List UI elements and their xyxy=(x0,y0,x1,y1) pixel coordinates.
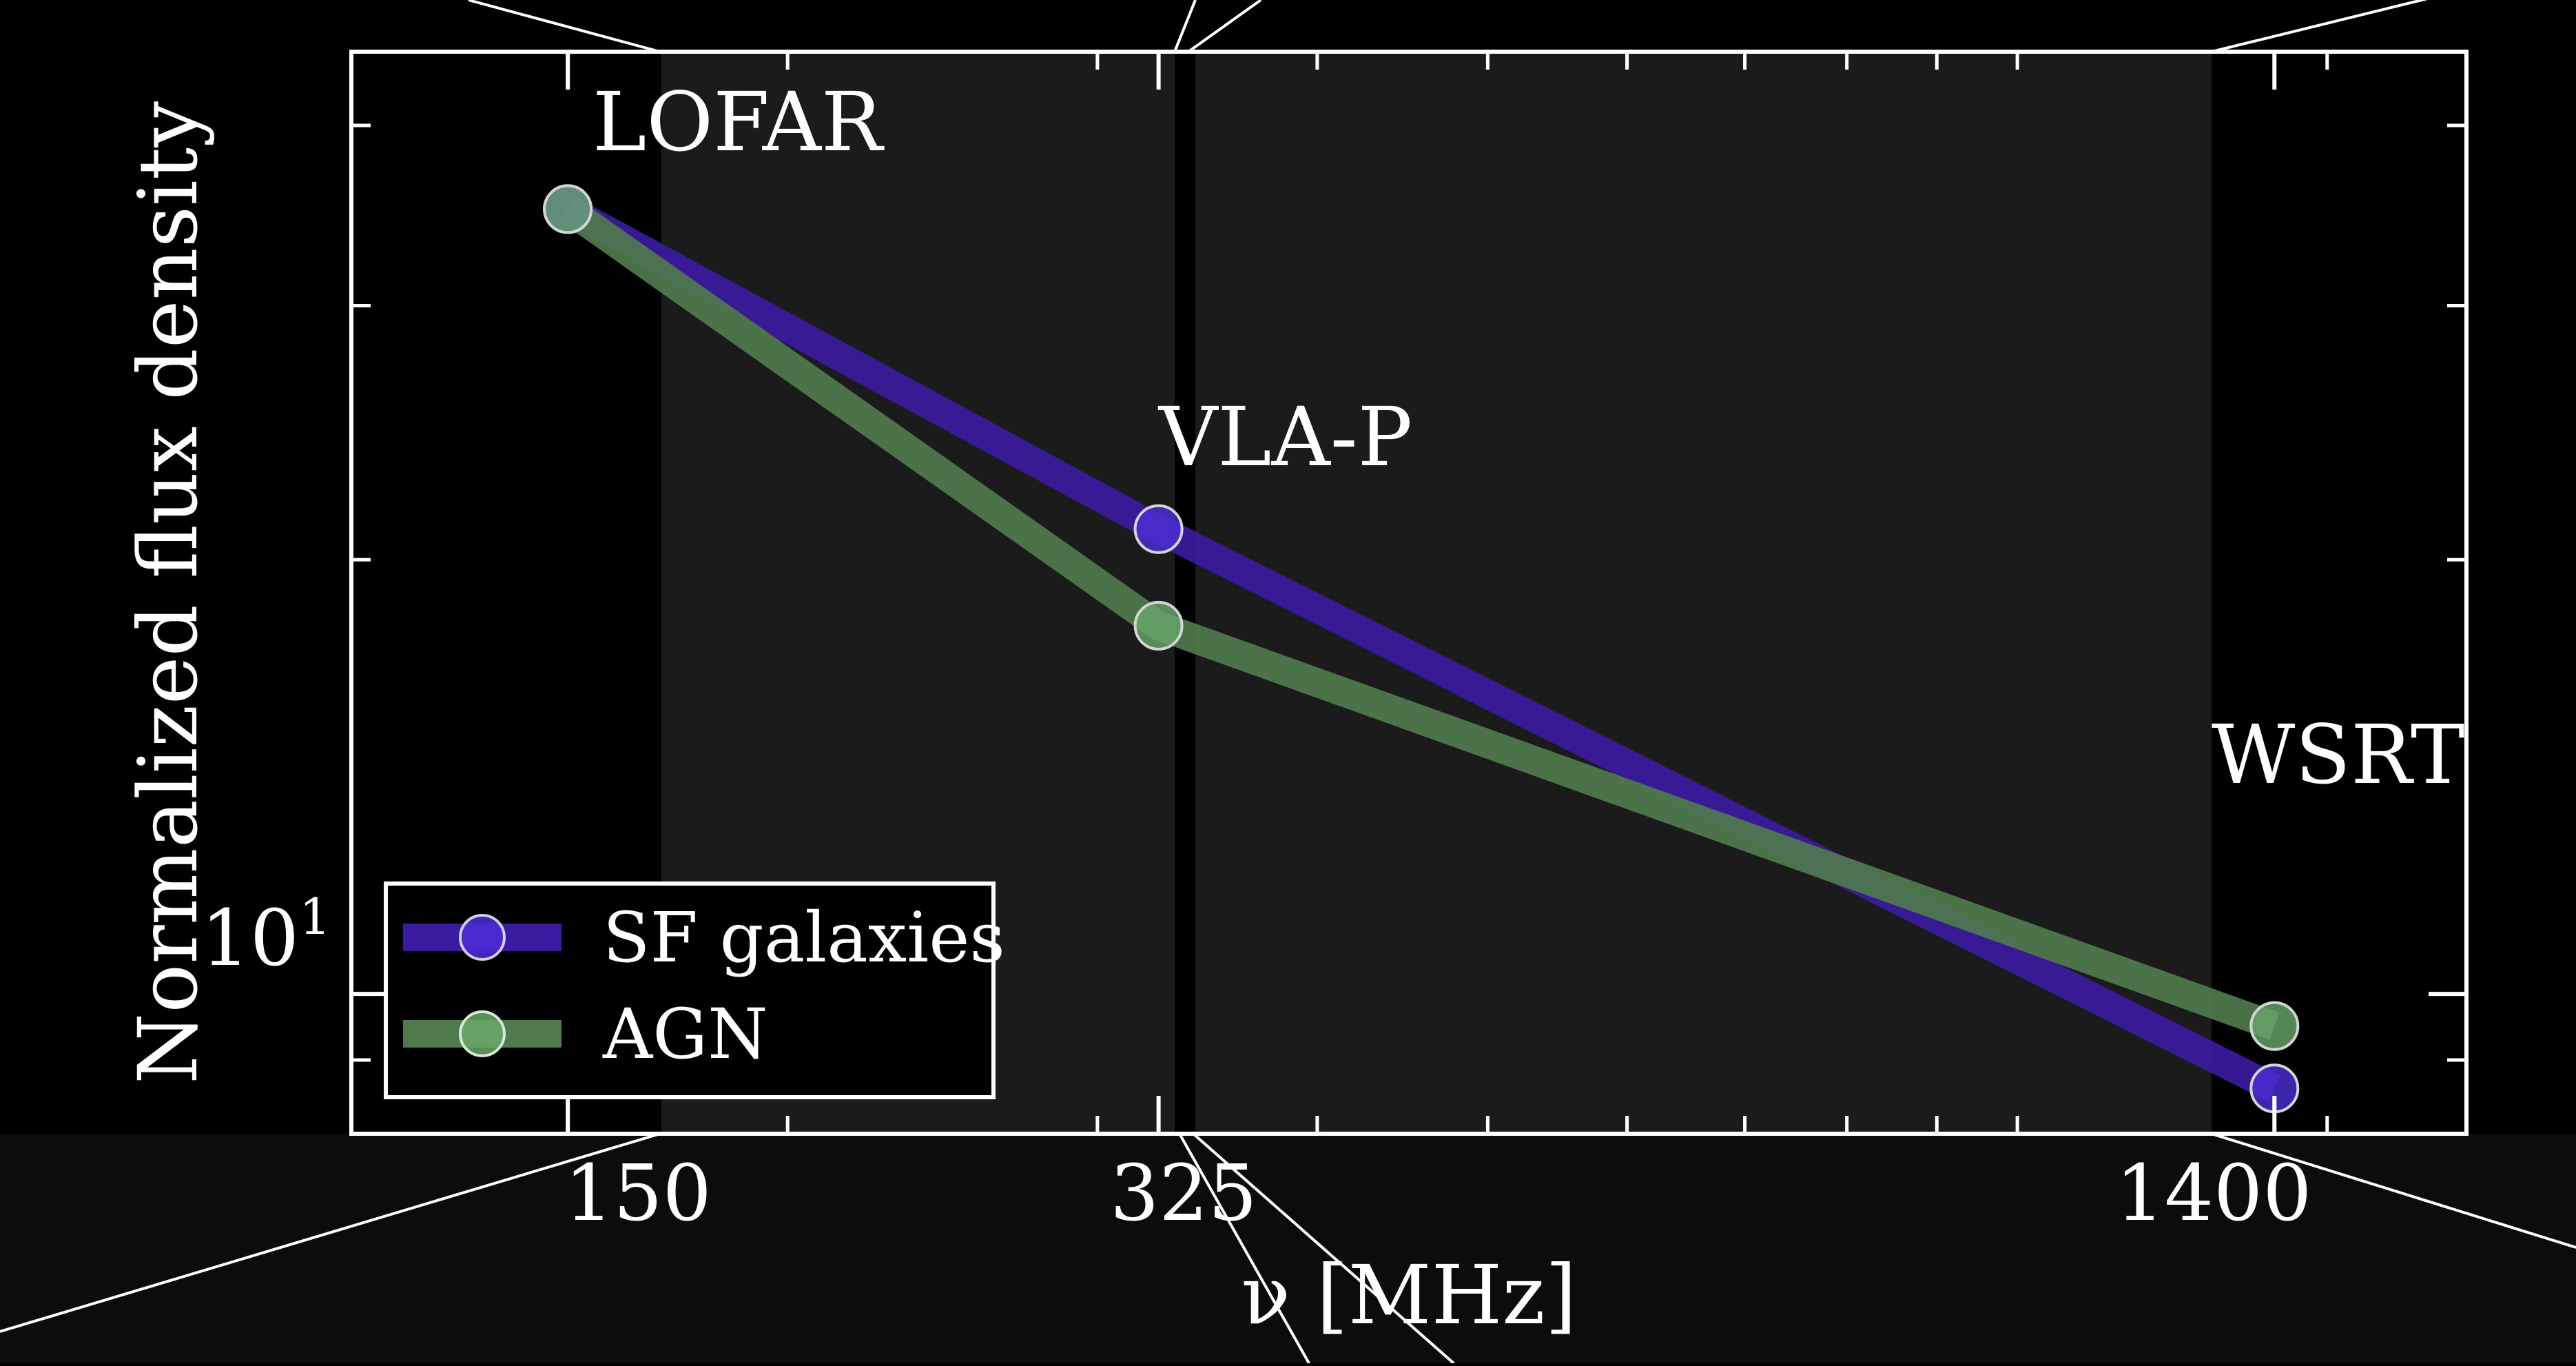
annotation-lofar: LOFAR xyxy=(593,74,885,170)
x-tick-label-325: 325 xyxy=(1110,1149,1257,1238)
data-point-agn xyxy=(2249,1001,2300,1051)
tick-layer xyxy=(351,52,2466,1134)
annotation-wsrt: WSRT xyxy=(2212,707,2465,802)
guide-line xyxy=(1173,0,1197,52)
y-axis-label: Normalized flux density xyxy=(121,101,216,1084)
guide-line xyxy=(2211,1132,2576,1249)
x-tick-label-150: 150 xyxy=(564,1149,712,1238)
guide-line xyxy=(2211,0,2428,53)
legend-marker-sf-galaxies xyxy=(459,914,506,961)
guide-line xyxy=(1178,1133,1310,1364)
legend-label-agn: AGN xyxy=(602,994,768,1074)
marker-layer xyxy=(543,184,2300,1114)
guide-line xyxy=(0,1132,661,1333)
guide-line xyxy=(1192,1132,1455,1365)
guide-line xyxy=(1187,0,1262,53)
x-tick-label-1400: 1400 xyxy=(2115,1149,2311,1238)
y-tick-label-10: 101 xyxy=(201,888,331,983)
data-point-agn xyxy=(543,184,593,234)
data-point-sf-galaxies xyxy=(1133,504,1184,554)
legend: SF galaxies AGN xyxy=(384,881,1005,1099)
x-axis-label: ν [MHz] xyxy=(1241,1247,1576,1343)
axes-frame xyxy=(349,50,2469,1136)
data-point-agn xyxy=(1133,600,1184,651)
guide-line xyxy=(468,0,661,53)
annotation-vla-p: VLA-P xyxy=(1157,389,1412,485)
legend-marker-agn xyxy=(459,1010,506,1057)
legend-label-sf-galaxies: SF galaxies xyxy=(603,897,1005,978)
y-tick-exponent: 1 xyxy=(299,888,331,946)
y-tick-base: 10 xyxy=(201,894,300,983)
